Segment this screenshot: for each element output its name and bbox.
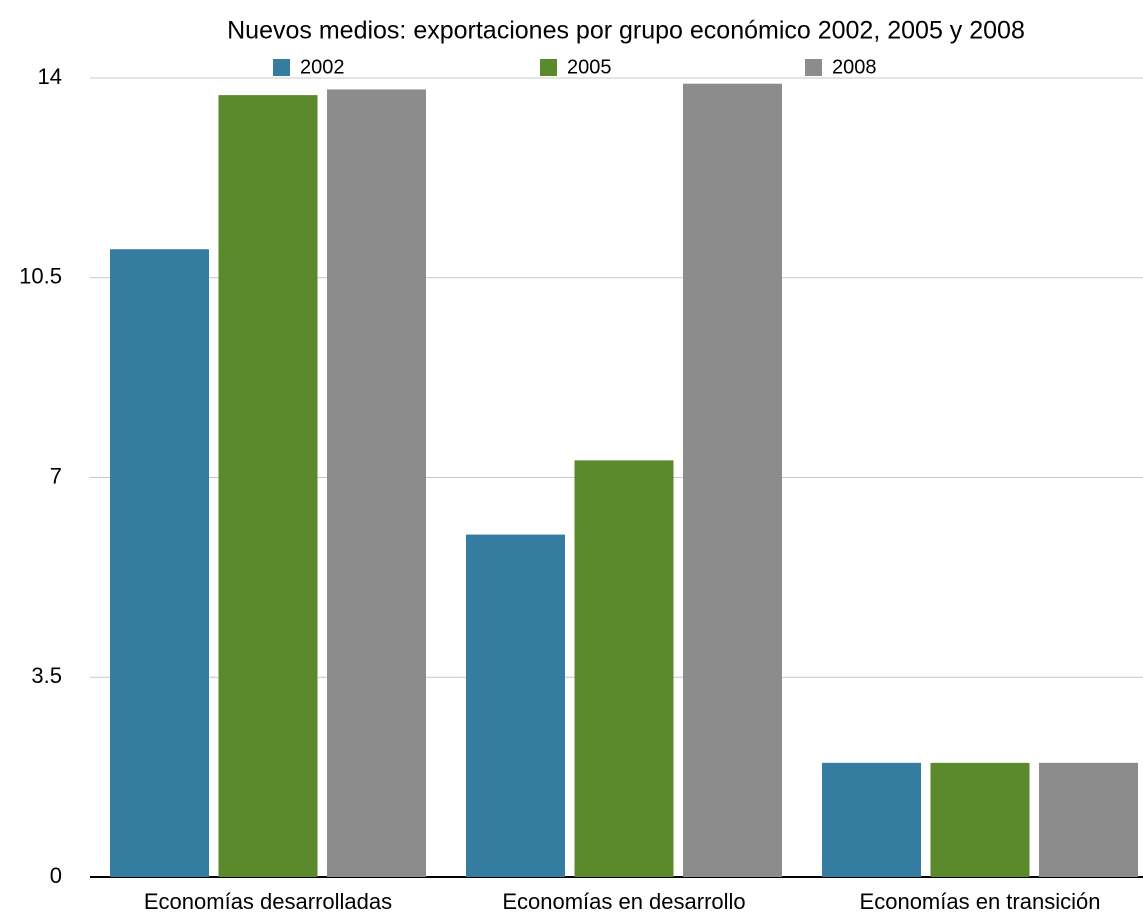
x-tick-label: Economías en transición (860, 889, 1101, 914)
y-tick-label: 10.5 (19, 264, 62, 289)
x-tick-label: Economías en desarrollo (502, 889, 745, 914)
bar (110, 249, 209, 877)
y-tick-label: 3.5 (31, 663, 62, 688)
legend-label: 2005 (567, 56, 612, 78)
x-tick-label: Economías desarrolladas (144, 889, 392, 914)
y-tick-label: 14 (38, 64, 62, 89)
bar (218, 95, 318, 877)
legend-swatch (540, 59, 557, 76)
legend-label: 2002 (300, 56, 345, 78)
y-tick-label: 0 (50, 863, 62, 888)
y-tick-label: 7 (50, 463, 62, 488)
chart-title: Nuevos medios: exportaciones por grupo e… (227, 17, 1025, 45)
bar (822, 762, 921, 877)
bar (930, 762, 1030, 877)
bar (683, 83, 782, 877)
bar (327, 89, 426, 877)
bar (574, 460, 674, 877)
legend-swatch (273, 59, 290, 76)
legend-label: 2008 (832, 56, 877, 78)
bar (466, 534, 565, 877)
bar (1039, 762, 1138, 877)
legend-swatch (805, 59, 822, 76)
